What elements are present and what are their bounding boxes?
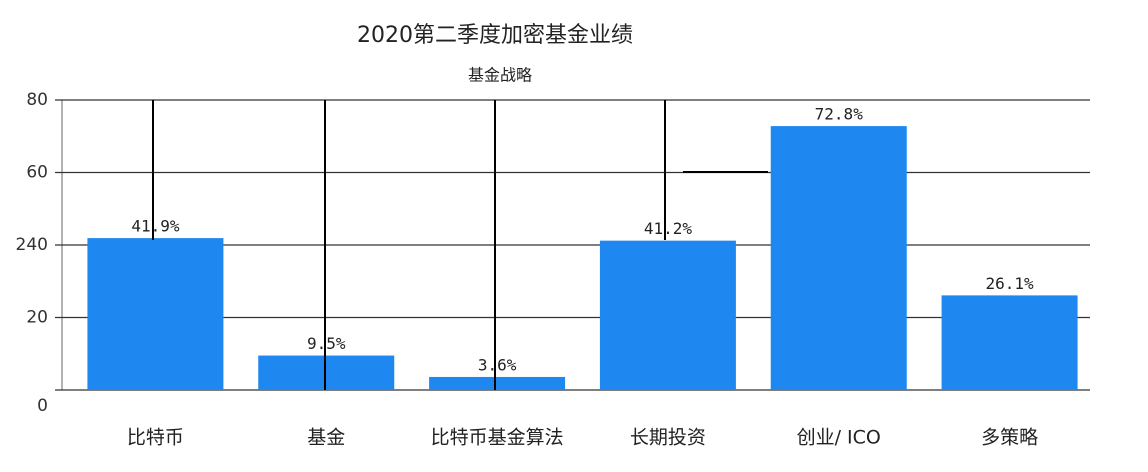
x-tick-label: 多策略 [981,427,1038,449]
bar [941,295,1078,390]
chart-title: 2020第二季度加密基金业绩 [357,23,633,48]
y-tick-label: 60 [26,163,48,183]
bar [770,126,907,390]
value-label: 3.6% [478,355,517,374]
x-tick-label: 比特币基金算法 [431,427,564,449]
artifact-lines [152,100,768,390]
y-tick-label: 20 [26,308,48,328]
value-label: 26.1% [985,274,1034,293]
y-tick-label: 0 [37,396,48,416]
x-tick-label: 创业/ ICO [797,427,881,449]
y-tick-label: 80 [26,90,48,110]
bar [429,376,566,390]
bar [258,355,395,390]
chart-subtitle: 基金战略 [468,66,532,85]
value-label: 41.9% [131,217,180,236]
y-tick-label: 240 [16,235,48,255]
bar [87,238,224,390]
x-tick-label: 基金 [307,427,345,449]
x-tick-label: 长期投资 [630,427,706,449]
bar [599,240,736,390]
value-label: 41.2% [644,219,693,238]
value-label: 72.8% [815,105,864,124]
value-label: 9.5% [307,334,346,353]
x-tick-label: 比特币 [127,427,184,449]
